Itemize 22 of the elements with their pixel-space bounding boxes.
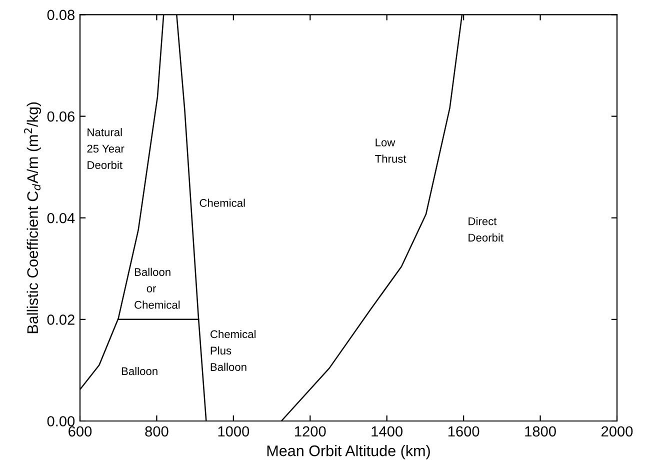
x-tick-label: 1000 bbox=[218, 426, 250, 437]
annotation: Chemical Plus Balloon bbox=[210, 330, 256, 371]
annotation: Chemical bbox=[200, 198, 245, 207]
y-tick-label: 0.04 bbox=[47, 212, 75, 224]
annotation: Balloon or Chemical bbox=[134, 268, 180, 309]
y-tick-label: 0.00 bbox=[47, 416, 75, 426]
x-tick-label: 600 bbox=[68, 426, 92, 437]
x-axis-title: Mean Orbit Altitude (km) bbox=[267, 445, 430, 460]
y-tick-label: 0.08 bbox=[47, 10, 75, 20]
x-tick-label: 1800 bbox=[525, 426, 556, 437]
annotation: Natural 25 Year Deorbit bbox=[87, 128, 124, 170]
annotation: Balloon bbox=[122, 366, 158, 376]
annotation: Low Thrust bbox=[375, 138, 406, 163]
x-tick-label: 2000 bbox=[602, 426, 633, 437]
x-tick-label: 1400 bbox=[372, 426, 403, 437]
y-tick-label: 0.06 bbox=[47, 111, 74, 122]
annotation: Direct Deorbit bbox=[468, 217, 504, 242]
x-tick-label: 1600 bbox=[448, 426, 480, 437]
y-tick-label: 0.02 bbox=[47, 314, 74, 325]
y-axis-title: Ballistic Coefficient C$_{d}$A/m (m$^{2}$/kg) bbox=[24, 102, 42, 334]
x-tick-label: 1200 bbox=[295, 426, 326, 437]
x-tick-label: 800 bbox=[145, 426, 168, 437]
